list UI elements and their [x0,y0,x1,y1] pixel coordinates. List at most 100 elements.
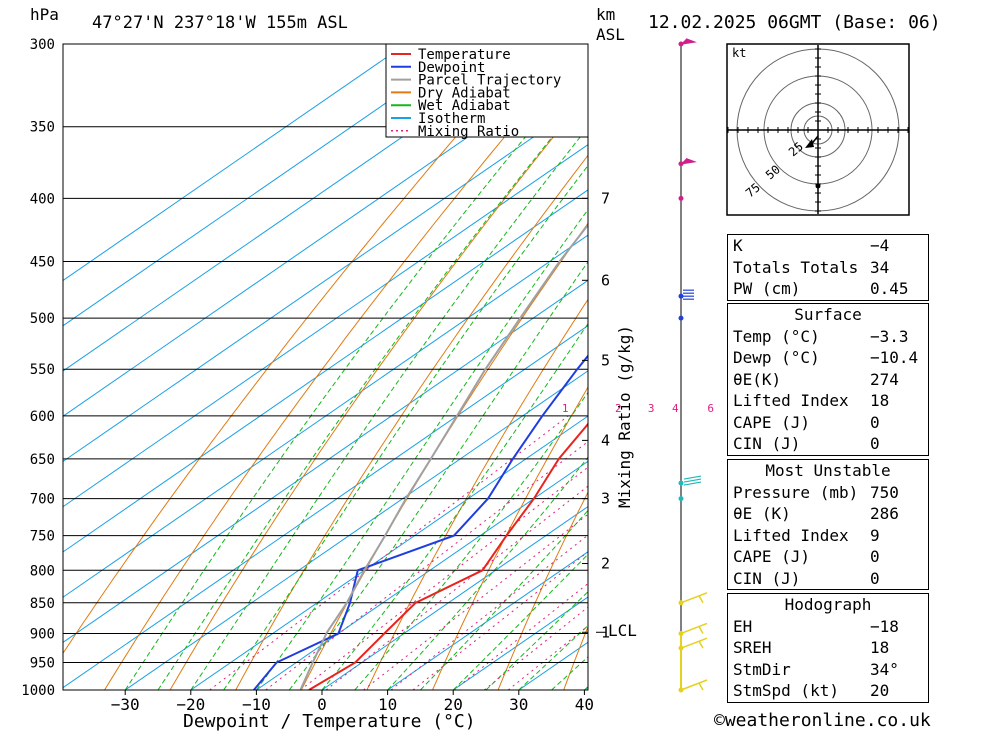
plot-frame [62,43,589,691]
mixing-ratio-label: 6 [707,402,714,415]
mixing-ratio-label: 1 [562,402,569,415]
pressure-tick-label: 900 [30,626,55,642]
surface-row: Lifted Index 18 [733,391,890,410]
wind-barb [698,640,704,649]
wet-adiabat-line [288,260,588,690]
pressure-tick-label: 600 [30,409,55,425]
hodograph: kt 25 50 75 [726,43,910,216]
temp-tick-label: 40 [575,695,594,714]
km-tick-label: 7 [601,189,610,207]
surface-row: Dewp (°C) −10.4 [733,348,919,367]
most-unstable-row: Pressure (mb) 750 [733,482,899,502]
most-unstable-row: CIN (J) 0 [733,568,880,588]
legend-label: Dewpoint [418,60,485,76]
surface-row: CIN (J) 0 [733,434,880,453]
isotherm-line [321,505,588,690]
temp-tick-label: −30 [111,695,140,714]
temp-tick-label: 20 [444,695,463,714]
surface-table: Surface Temp (°C) −3.3 Dewp (°C) −10.4 θE(… [727,303,929,456]
wind-barb-column [678,38,708,693]
legend-label: Temperature [418,47,511,63]
lcl-label: LCL [608,621,637,640]
isotherm-line [190,415,588,690]
hodograph-table-title: Hodograph [784,595,872,614]
isotherm-line [63,44,472,327]
dry-adiabat-line [957,44,1000,690]
mixing-ratio-line [390,534,588,690]
storm-motion-marker [805,139,814,148]
asl-label: ASL [596,25,625,44]
wind-level-dot [678,293,684,299]
temp-tick-label: 10 [378,695,397,714]
wet-adiabat-line [321,322,588,690]
temp-tick-label: 0 [317,695,327,714]
legend-box [385,43,589,138]
dry-adiabat-line [497,491,588,690]
mixing-ratio-line [412,551,588,690]
mixing-ratio-label: 4 [672,402,679,415]
wind-level-dot [678,496,684,502]
legend-label: Parcel Trajectory [418,73,561,89]
mixing-ratio-line [325,485,588,690]
pressure-tick-label: 850 [30,596,55,612]
pressure-tick-label: 300 [30,37,55,53]
wind-barb [680,38,697,45]
pressure-tick-label: 800 [30,563,55,579]
mixing-ratio-axis-label: Mixing Ratio (g/kg) [615,325,634,508]
location-title: 47°27'N 237°18'W 155m ASL [92,13,348,33]
surface-title: Surface [794,305,862,324]
mixing-ratio-label: 2 [615,402,622,415]
temp-tick-label: −20 [176,695,205,714]
copyright-link[interactable]: ©weatheronline.co.uk [714,710,931,731]
km-label: km [596,5,615,24]
most-unstable-title: Most Unstable [765,461,891,480]
x-axis-label: Dewpoint / Temperature (°C) [183,711,476,732]
hodograph-row: StmSpd (kt) 20 [733,681,890,700]
legend-label: Isotherm [418,111,485,127]
isotherm-line [63,44,407,282]
pressure-tick-label: 1000 [21,683,55,699]
legend-label: Dry Adiabat [418,85,511,101]
index-row-totals: Totals Totals 34 [733,257,890,277]
index-row-pw: PW (cm) 0.45 [733,279,909,298]
pressure-isobars [63,43,588,691]
wind-barb [680,622,708,635]
pressure-tick-label: 700 [30,492,55,508]
isotherm-line [63,98,588,463]
surface-row: θE(K) 274 [733,369,899,389]
wet-adiabat-line [255,208,588,690]
km-tick-label: 2 [601,555,610,573]
dry-adiabat-line [366,298,588,690]
mixing-ratio-line [363,513,588,690]
pressure-tick-label: 750 [30,529,55,545]
hodograph-unit-label: kt [732,46,746,60]
mixing-ratio-line [483,606,588,690]
legend-label: Wet Adiabat [418,98,511,114]
isotherm-line [63,189,588,553]
axis-labels: 3003504004505005506006507007508008509009… [21,37,594,714]
wet-adiabat-line [485,591,588,690]
most-unstable-table: Most Unstable Pressure (mb) 750 θE (K) 286… [727,459,929,590]
pressure-tick-label: 650 [30,452,55,468]
mixing-ratio-line [300,466,588,690]
wet-adiabat-line [124,60,588,690]
hodograph-point [815,183,821,189]
km-tick-label: 5 [601,351,610,369]
datetime-label: 12.02.2025 06GMT (Base: 06) [648,12,941,33]
temp-tick-label: 30 [509,695,528,714]
isotherm-line [256,460,588,690]
pressure-tick-label: 350 [30,120,55,136]
wind-barb [680,637,708,649]
pressure-tick-label: 500 [30,311,55,327]
dewpoint-profile [253,354,588,690]
isotherm-line [63,279,588,644]
temp-tick-label: −10 [242,695,271,714]
legend-label: Mixing Ratio [418,124,519,140]
km-tick-label: 6 [601,271,610,289]
wet-adiabat-line [223,164,588,690]
hodograph-row: StmDir 34° [733,659,899,679]
dry-adiabat-line [104,44,583,690]
isotherm-line [63,324,588,689]
